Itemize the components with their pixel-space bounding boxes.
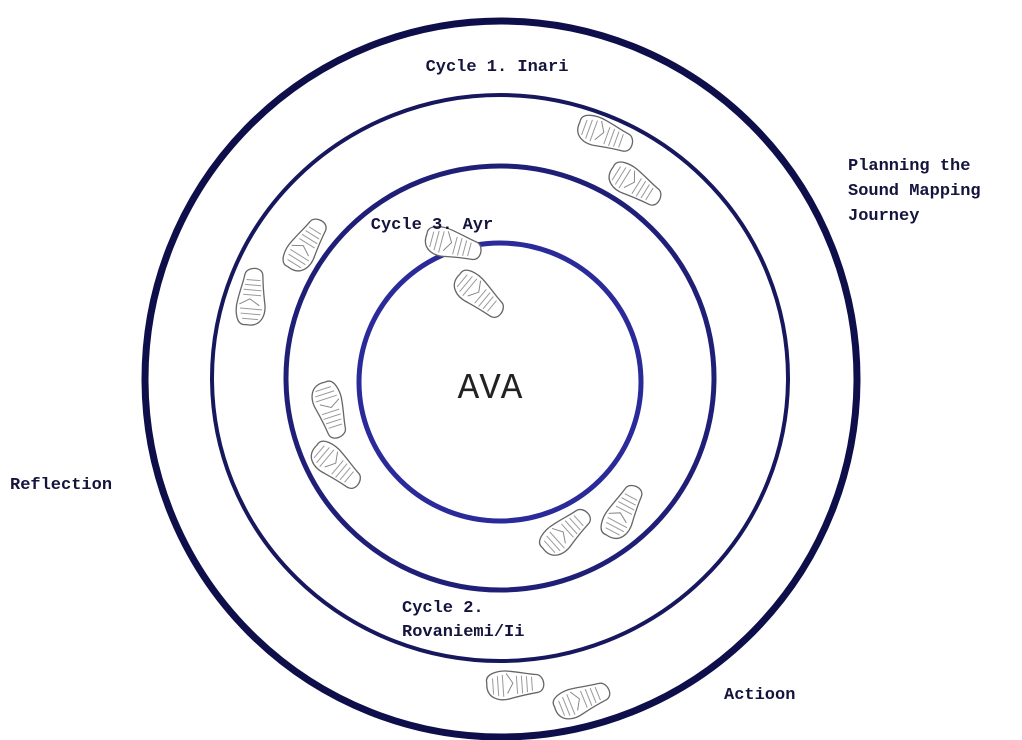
- phase-label: Planning the Sound Mapping Journey: [848, 157, 991, 226]
- phase-label: Reflection: [10, 476, 112, 495]
- diagram: Cycle 1. Inari Cycle 3. Ayr Cycle 2. Rov…: [0, 0, 1022, 740]
- center-label: AVA: [458, 368, 523, 409]
- cycle-label: Cycle 1. Inari: [426, 58, 569, 77]
- cycle-label: Cycle 3. Ayr: [371, 216, 493, 235]
- cycle-label: Cycle 2. Rovaniemi/Ii: [402, 599, 524, 642]
- phase-label: Actioon: [724, 686, 795, 705]
